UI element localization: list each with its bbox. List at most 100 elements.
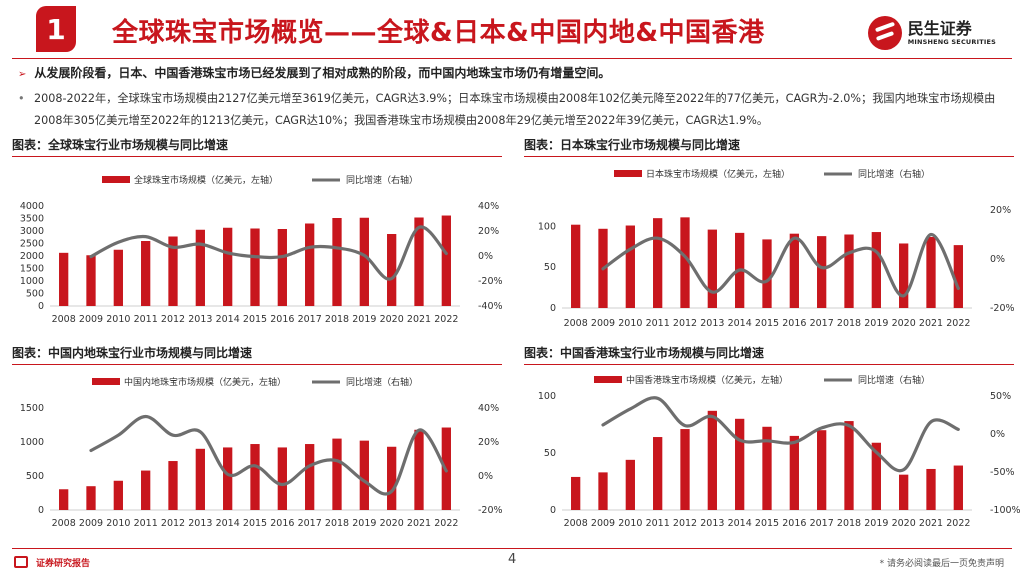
bar-2015 [762, 239, 772, 308]
y-left-tick-label: 3000 [20, 226, 44, 237]
x-tick-label: 2018 [325, 314, 349, 325]
bar-2012 [680, 217, 690, 308]
japan-jewelry-chart: 日本珠宝市场规模（亿美元，左轴） 同比增速（右轴） 0 50 100 -20% 0% 20% 2… [538, 168, 1015, 329]
bar-2019 [359, 440, 369, 510]
x-tick-label: 2010 [106, 314, 130, 325]
y-left-tick-label: 2000 [20, 251, 44, 262]
mainland-jewelry-chart: 中国内地珠宝市场规模（亿美元，左轴） 同比增速（右轴） 0 500 1000 1500 -2… [20, 376, 503, 529]
x-tick-label: 2017 [298, 314, 322, 325]
legend-bar-swatch [92, 378, 120, 385]
bar-2016 [277, 447, 287, 510]
logo-name-cn: 民生证券 [907, 19, 972, 38]
x-tick-label: 2013 [700, 518, 724, 529]
y-left-tick-label: 100 [538, 391, 556, 402]
y-right-tick-label: -20% [478, 505, 503, 516]
bar-2013 [707, 410, 717, 510]
bar-2016 [789, 233, 799, 308]
bar-2015 [250, 228, 260, 306]
y-left-tick-label: 1000 [20, 437, 44, 448]
slide-header: 1 全球珠宝市场概览——全球&日本&中国内地&中国香港 民生证券 MINSHEN… [0, 0, 1024, 60]
x-tick-label: 2008 [52, 314, 76, 325]
bar-2021 [414, 217, 424, 306]
bar-2020 [387, 446, 397, 510]
growth-rate-line [89, 225, 448, 281]
bar-2019 [871, 442, 881, 510]
x-tick-label: 2020 [380, 314, 404, 325]
x-tick-label: 2014 [216, 518, 240, 529]
y-left-tick-label: 500 [26, 471, 44, 482]
bar-2010 [113, 249, 123, 306]
bar-2019 [871, 232, 881, 308]
bar-2021 [414, 429, 424, 510]
bar-2016 [277, 229, 287, 306]
y-left-tick-label: 50 [544, 448, 556, 459]
y-left-tick-label: 0 [550, 303, 556, 314]
y-left-tick-label: 0 [38, 505, 44, 516]
bar-2011 [141, 241, 151, 306]
bar-2008 [59, 252, 69, 306]
report-book-icon [14, 556, 28, 568]
bar-2008 [571, 224, 581, 308]
bar-2021 [926, 468, 936, 510]
x-tick-label: 2010 [618, 318, 642, 329]
x-tick-label: 2009 [591, 518, 615, 529]
x-tick-label: 2022 [946, 318, 970, 329]
x-tick-label: 2017 [810, 318, 834, 329]
x-tick-label: 2022 [434, 314, 458, 325]
x-tick-label: 2019 [352, 314, 376, 325]
bar-2017 [817, 236, 827, 308]
bar-2020 [899, 474, 909, 510]
y-right-tick-label: 20% [478, 226, 499, 237]
y-right-tick-label: -40% [478, 301, 503, 312]
bar-2010 [625, 459, 635, 510]
x-tick-label: 2015 [755, 518, 779, 529]
x-tick-label: 2016 [782, 318, 806, 329]
x-tick-label: 2020 [892, 318, 916, 329]
x-tick-label: 2022 [434, 518, 458, 529]
bar-2010 [625, 225, 635, 308]
x-tick-label: 2015 [755, 318, 779, 329]
bar-2017 [817, 430, 827, 510]
figure-title-japan: 图表：日本珠宝行业市场规模与同比增速 [524, 138, 741, 152]
bar-2022 [953, 465, 963, 510]
x-tick-label: 2011 [646, 518, 670, 529]
legend-line-label: 同比增速（右轴） [346, 174, 418, 186]
bar-2014 [735, 418, 745, 510]
x-tick-label: 2019 [352, 518, 376, 529]
bar-2022 [953, 245, 963, 308]
bar-2014 [223, 227, 233, 306]
slide-footer: 证券研究报告 4 * 请务必阅读最后一页免责声明 [0, 548, 1024, 576]
bar-2020 [899, 243, 909, 308]
dot-bullet-icon: • [18, 92, 25, 105]
bar-2018 [844, 234, 854, 308]
y-right-tick-label: -20% [478, 276, 503, 287]
x-tick-label: 2010 [106, 518, 130, 529]
bar-2015 [762, 426, 772, 510]
bar-2022 [441, 215, 451, 306]
detail-point-text: 2008-2022年，全球珠宝市场规模由2127亿美元增至3619亿美元，CAG… [34, 92, 996, 127]
x-tick-label: 2011 [134, 518, 158, 529]
minsheng-logo-icon [867, 16, 902, 50]
figure-underline [524, 364, 1014, 365]
page-number: 4 [508, 552, 517, 567]
x-tick-label: 2013 [700, 318, 724, 329]
x-tick-label: 2018 [837, 518, 861, 529]
bar-2008 [571, 476, 581, 510]
legend-bar-label: 全球珠宝市场规模（亿美元，左轴） [134, 174, 278, 186]
y-left-tick-label: 100 [538, 221, 556, 232]
x-tick-label: 2012 [673, 518, 697, 529]
x-tick-label: 2012 [673, 318, 697, 329]
bar-2014 [223, 447, 233, 510]
bar-2011 [141, 470, 151, 510]
disclaimer-note: * 请务必阅读最后一页免责声明 [879, 559, 1004, 569]
y-left-tick-label: 0 [38, 301, 44, 312]
x-tick-label: 2020 [892, 518, 916, 529]
x-tick-label: 2019 [864, 518, 888, 529]
bar-2021 [926, 236, 936, 308]
figure-underline [524, 156, 1014, 157]
hongkong-jewelry-chart: 中国香港珠宝市场规模（亿美元，左轴） 同比增速（右轴） 0 50 100 -100% -50… [538, 374, 1021, 529]
y-left-tick-label: 2500 [20, 239, 44, 250]
x-tick-label: 2022 [946, 518, 970, 529]
bar-2008 [59, 489, 69, 510]
x-tick-label: 2014 [728, 518, 752, 529]
